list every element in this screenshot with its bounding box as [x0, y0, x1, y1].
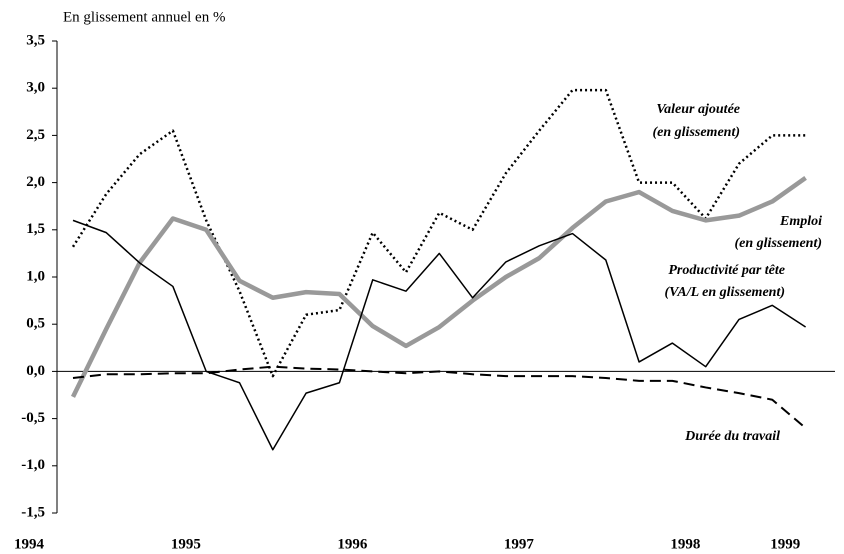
series-line	[70, 176, 807, 398]
series-annotation: (en glissement)	[735, 236, 823, 251]
x-tick-label: 1997	[504, 536, 535, 552]
y-tick-label: 1,0	[26, 268, 45, 284]
series-annotation: Durée du travail	[684, 429, 780, 444]
chart-title: En glissement annuel en %	[63, 9, 225, 25]
x-tick-label: 1995	[171, 536, 201, 552]
series-annotation: Emploi	[779, 214, 822, 229]
y-tick-label: -0,5	[21, 410, 45, 426]
y-tick-label: 1,5	[26, 221, 45, 237]
x-tick-label: 1994	[14, 536, 45, 552]
series-annotation: (en glissement)	[653, 125, 741, 140]
series-annotation: (VA/L en glissement)	[664, 285, 785, 300]
series-line	[72, 219, 807, 451]
y-tick-label: -1,0	[21, 457, 45, 473]
x-tick-label: 1996	[337, 536, 368, 552]
y-tick-label: 3,5	[26, 32, 45, 48]
x-tick-label: 1998	[670, 536, 700, 552]
series-annotation: Valeur ajoutée	[656, 102, 740, 117]
y-tick-label: 0,0	[26, 363, 45, 379]
series-annotation: Productivité par tête	[668, 263, 785, 278]
y-tick-label: 0,5	[26, 316, 45, 332]
y-tick-label: 2,0	[26, 174, 45, 190]
series-line	[72, 365, 807, 429]
y-tick-label: 2,5	[26, 127, 45, 143]
x-tick-label: 1999	[770, 536, 800, 552]
y-tick-label: -1,5	[21, 504, 45, 520]
y-tick-label: 3,0	[26, 80, 45, 96]
